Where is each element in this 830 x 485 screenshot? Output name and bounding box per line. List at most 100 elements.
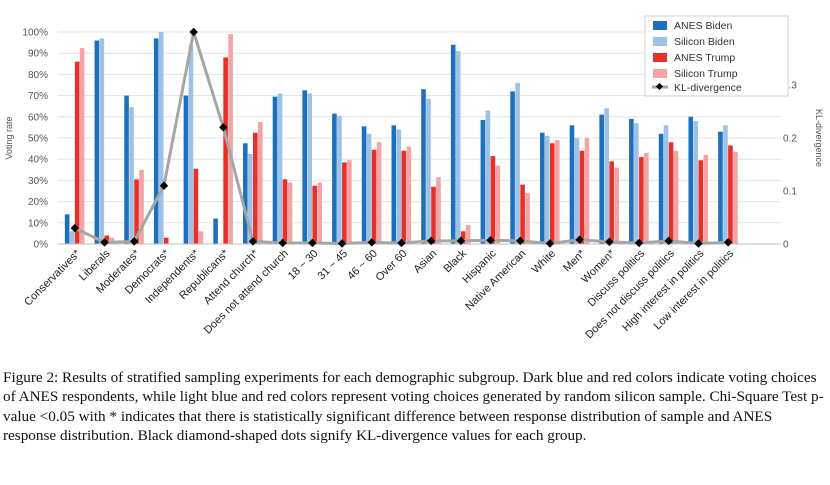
bar-anes-trump-moderates — [134, 179, 139, 244]
bar-anes-biden-republicans — [213, 218, 218, 244]
bar-silicon-trump-discuss-politics — [644, 152, 649, 244]
bar-silicon-biden-conservatives — [69, 231, 75, 244]
bar-anes-trump-conservatives — [74, 61, 80, 245]
legend-frame — [644, 15, 789, 97]
x-tick-label-31-45: 31 ~ 45 — [316, 248, 351, 283]
bar-anes-biden-independents — [183, 95, 189, 244]
kl-marker-independents — [189, 27, 198, 37]
bar-silicon-trump-46-60 — [376, 142, 382, 244]
kl-marker-democrats — [159, 181, 169, 190]
bar-silicon-biden-low-interest-in-politics — [723, 125, 728, 244]
x-tick-label-men: Men* — [561, 247, 588, 274]
bar-silicon-biden-moderates — [129, 107, 134, 244]
bar-silicon-trump-does-not-attend-church — [287, 182, 293, 244]
y-tick-label: 30% — [28, 176, 48, 187]
bar-anes-biden-46-60 — [361, 126, 367, 244]
bar-silicon-biden-liberals — [99, 38, 105, 244]
x-axis-category-labels: Conservatives*LiberalsModerates*Democrat… — [22, 247, 736, 341]
bar-anes-biden-native-american — [510, 91, 515, 244]
bar-anes-biden-asian — [421, 89, 426, 245]
bar-anes-biden-black — [450, 44, 456, 244]
bar-silicon-trump-high-interest-in-politics — [703, 154, 709, 244]
bar-anes-biden-discuss-politics — [629, 118, 634, 244]
bar-anes-biden-liberals — [94, 40, 100, 245]
y-axis-title: Voting rate — [4, 116, 14, 159]
bar-anes-biden-white — [539, 132, 545, 244]
kl-marker-does-not-attend-church — [278, 238, 287, 248]
bar-anes-biden-men — [569, 125, 575, 244]
x-tick-label-white: White — [530, 248, 558, 276]
bar-anes-trump-asian — [431, 186, 436, 244]
bar-anes-biden-women — [599, 114, 604, 245]
bar-silicon-biden-46-60 — [366, 133, 372, 244]
y2-tick-label: 0.3 — [783, 81, 797, 92]
kl-marker-asian — [426, 236, 436, 246]
bar-silicon-trump-women — [614, 167, 619, 244]
bar-anes-trump-democrats — [163, 237, 169, 244]
bar-silicon-trump-hispanic — [495, 165, 501, 244]
bar-silicon-trump-independents — [198, 231, 204, 244]
y-tick-label: 100% — [22, 28, 48, 39]
bar-anes-biden-does-not-discuss-politics — [658, 133, 664, 244]
kl-marker-liberals — [100, 238, 109, 247]
bar-anes-biden-moderates — [124, 95, 129, 244]
bar-anes-biden-does-not-attend-church — [272, 96, 278, 244]
bar-silicon-biden-does-not-attend-church — [277, 93, 283, 244]
bar-silicon-biden-31-45 — [337, 115, 342, 245]
legend-swatch-anes-biden — [653, 21, 667, 30]
bar-anes-trump-discuss-politics — [639, 157, 644, 244]
bar-silicon-trump-conservatives — [79, 47, 85, 245]
bar-anes-biden-high-interest-in-politics — [688, 116, 694, 244]
bar-anes-biden-democrats — [153, 38, 159, 244]
y-tick-label: 50% — [28, 134, 48, 145]
bar-anes-biden-conservatives — [64, 214, 70, 244]
bar-anes-biden-attend-church — [243, 143, 248, 244]
y2-tick-label: 0 — [783, 240, 789, 251]
bar-anes-trump-native-american — [520, 184, 525, 244]
kl-marker-18-30 — [308, 238, 317, 248]
y-tick-label: 0% — [34, 240, 49, 251]
bar-silicon-trump-low-interest-in-politics — [733, 151, 738, 244]
figure-caption: Figure 2: Results of stratified sampling… — [3, 369, 824, 445]
y-tick-label: 40% — [28, 155, 48, 166]
bar-silicon-trump-black — [465, 224, 471, 244]
bar-anes-trump-31-45 — [342, 162, 347, 244]
bar-silicon-biden-18-30 — [307, 93, 313, 244]
y2-tick-label: 0.2 — [783, 134, 797, 145]
kl-marker-hispanic — [486, 236, 495, 245]
bar-anes-trump-men — [579, 150, 585, 244]
y-tick-label: 80% — [28, 70, 48, 81]
bar-silicon-biden-native-american — [515, 82, 520, 244]
bar-silicon-biden-women — [604, 108, 609, 244]
legend-swatch-silicon-trump — [653, 69, 667, 78]
y-tick-label: 70% — [28, 91, 48, 102]
bar-anes-biden-low-interest-in-politics — [718, 131, 723, 244]
bar-silicon-trump-republicans — [228, 34, 233, 245]
x-tick-label-over-60: Over 60 — [373, 248, 409, 284]
y-tick-label: 10% — [28, 218, 48, 229]
kl-marker-conservatives — [70, 223, 80, 233]
bar-anes-trump-liberals — [104, 235, 110, 244]
x-tick-label-asian: Asian — [411, 248, 439, 276]
bar-anes-trump-black — [460, 231, 466, 244]
legend: ANES Biden Silicon Biden ANES Trump Sili… — [644, 15, 789, 97]
bar-anes-biden-31-45 — [332, 113, 337, 245]
y-tick-label: 90% — [28, 49, 48, 60]
kl-marker-attend-church — [248, 237, 258, 246]
legend-label-silicon-biden: Silicon Biden — [674, 36, 735, 48]
legend-label-silicon-trump: Silicon Trump — [674, 68, 738, 80]
kl-marker-moderates — [129, 237, 139, 246]
bar-silicon-trump-31-45 — [347, 160, 352, 244]
bar-anes-trump-high-interest-in-politics — [698, 160, 704, 244]
bar-silicon-trump-white — [554, 140, 560, 244]
legend-swatch-anes-trump — [653, 53, 667, 62]
bar-silicon-trump-does-not-discuss-politics — [673, 150, 679, 244]
bar-silicon-biden-attend-church — [248, 153, 253, 244]
bars — [64, 32, 738, 245]
x-tick-label-black: Black — [442, 247, 470, 275]
bar-silicon-trump-18-30 — [317, 182, 323, 244]
y2-tick-label: 0.1 — [783, 187, 797, 198]
bar-anes-trump-does-not-attend-church — [282, 179, 288, 244]
bar-anes-biden-18-30 — [302, 90, 308, 244]
kl-marker-republicans — [219, 123, 228, 132]
